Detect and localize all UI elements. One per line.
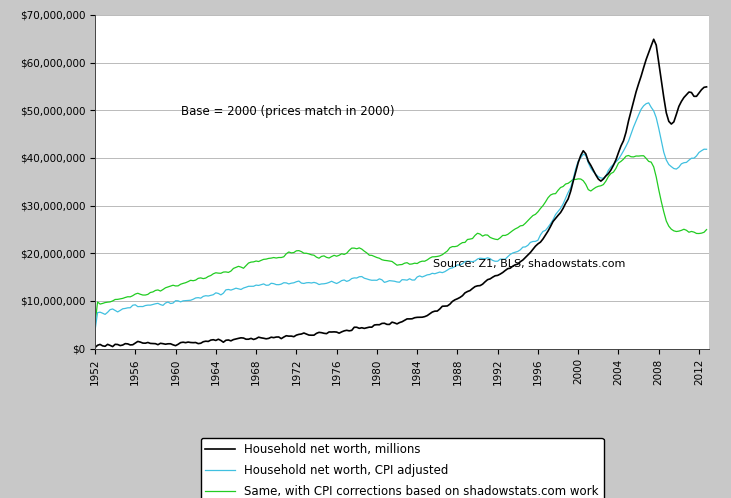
Household net worth, millions: [355, 325, 363, 331]
Household net worth, CPI adjusted: [644, 100, 653, 106]
Text: Source: Z1, BLS, shadowstats.com: Source: Z1, BLS, shadowstats.com: [433, 258, 625, 268]
Same, with CPI corrections based on shadowstats.com work: [624, 152, 633, 158]
Household net worth, CPI adjusted: [604, 167, 613, 173]
Household net worth, CPI adjusted: [576, 155, 585, 161]
Household net worth, millions: [599, 176, 607, 182]
Same, with CPI corrections based on shadowstats.com work: [599, 182, 607, 188]
Household net worth, CPI adjusted: [599, 175, 607, 181]
Legend: Household net worth, millions, Household net worth, CPI adjusted, Same, with CPI: Household net worth, millions, Household…: [200, 438, 604, 498]
Household net worth, millions: [531, 243, 539, 249]
Same, with CPI corrections based on shadowstats.com work: [91, 322, 99, 328]
Line: Household net worth, CPI adjusted: Household net worth, CPI adjusted: [95, 103, 707, 330]
Household net worth, millions: [340, 328, 349, 334]
Text: Base = 2000 (prices match in 2000): Base = 2000 (prices match in 2000): [181, 105, 395, 118]
Line: Household net worth, millions: Household net worth, millions: [95, 39, 707, 348]
Household net worth, CPI adjusted: [702, 146, 711, 152]
Household net worth, millions: [91, 345, 99, 351]
Household net worth, millions: [604, 171, 613, 177]
Household net worth, millions: [702, 84, 711, 90]
Same, with CPI corrections based on shadowstats.com work: [576, 176, 585, 182]
Same, with CPI corrections based on shadowstats.com work: [340, 251, 349, 257]
Line: Same, with CPI corrections based on shadowstats.com work: Same, with CPI corrections based on shad…: [95, 155, 707, 325]
Same, with CPI corrections based on shadowstats.com work: [702, 227, 711, 233]
Household net worth, millions: [576, 152, 585, 158]
Household net worth, CPI adjusted: [91, 327, 99, 333]
Household net worth, CPI adjusted: [340, 277, 349, 283]
Same, with CPI corrections based on shadowstats.com work: [531, 211, 539, 217]
Household net worth, CPI adjusted: [355, 274, 363, 280]
Same, with CPI corrections based on shadowstats.com work: [604, 173, 613, 179]
Household net worth, CPI adjusted: [531, 239, 539, 245]
Same, with CPI corrections based on shadowstats.com work: [355, 245, 363, 251]
Household net worth, millions: [649, 36, 658, 42]
